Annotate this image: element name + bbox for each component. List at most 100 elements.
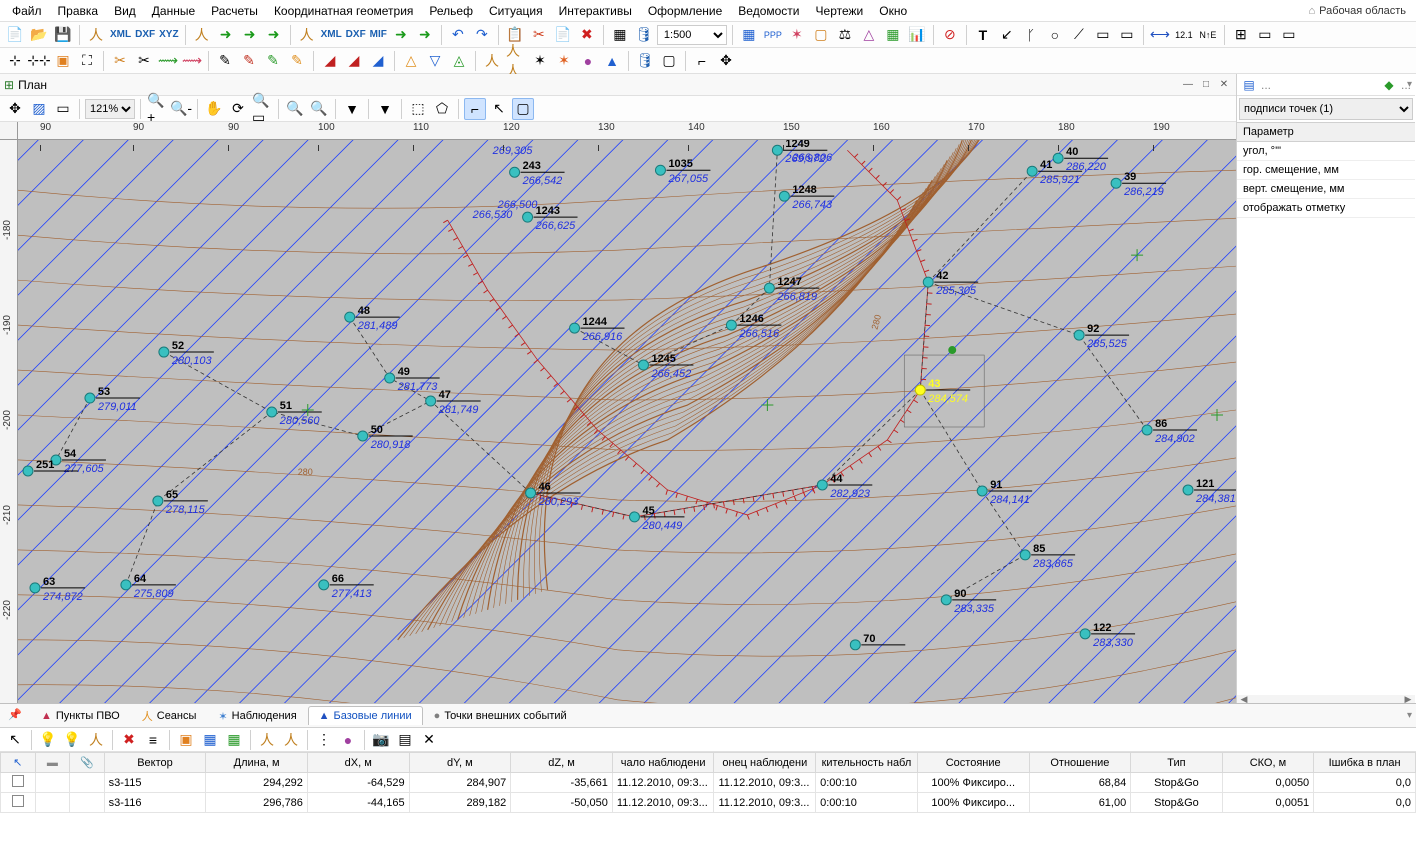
bt-bulb1-icon[interactable]: 💡	[37, 729, 59, 751]
export-mif-btn[interactable]: MIF	[369, 29, 388, 40]
sel-rect-icon[interactable]: ⬚	[407, 98, 429, 120]
import-dxf-btn[interactable]: DXF	[134, 29, 156, 40]
net-icon[interactable]: ✶	[786, 24, 808, 46]
bt-dots-icon[interactable]: ⋮	[313, 729, 335, 751]
menu-window[interactable]: Окно	[871, 2, 915, 20]
grid-col-header[interactable]: Состояние	[917, 753, 1029, 773]
grid-col-header[interactable]: Тип	[1131, 753, 1222, 773]
dim3-icon[interactable]: N↑E	[1197, 24, 1219, 46]
surf3-icon[interactable]: ◬	[448, 50, 470, 72]
redo-icon[interactable]: ↷	[471, 24, 493, 46]
grid-col-header[interactable]: ↖	[1, 753, 36, 773]
menu-data[interactable]: Данные	[144, 2, 203, 20]
fill1-icon[interactable]: ◢	[319, 50, 341, 72]
pt-expand-icon[interactable]: ⛶	[76, 50, 98, 72]
gps6-icon[interactable]: ▲	[601, 50, 623, 72]
pt-block-icon[interactable]: ▣	[52, 50, 74, 72]
square-icon[interactable]: ▢	[810, 24, 832, 46]
grid-col-header[interactable]: 📎	[70, 753, 105, 773]
arrow-right3-icon[interactable]: ➜	[263, 24, 285, 46]
open-icon[interactable]: 📂	[28, 24, 50, 46]
snap-end-icon[interactable]: ↖	[488, 98, 510, 120]
bt-tools-icon[interactable]: ✕	[418, 729, 440, 751]
grid-col-header[interactable]: СКО, м	[1222, 753, 1313, 773]
gps2-icon[interactable]: 人人	[505, 50, 527, 72]
ppp-icon[interactable]: PPP	[762, 24, 784, 46]
snap-corner-icon[interactable]: ⌐	[691, 50, 713, 72]
table-row[interactable]: s3-116 296,786 -44,165 289,182 -50,050 1…	[1, 793, 1416, 813]
grid-col-header[interactable]: ▬	[35, 753, 70, 773]
import-xyz-btn[interactable]: XYZ	[158, 29, 179, 40]
gps3-icon[interactable]: ✶	[529, 50, 551, 72]
chart-icon[interactable]: 📊	[906, 24, 928, 46]
zoom-combo[interactable]: 121%	[85, 99, 135, 119]
zoom-all-icon[interactable]: 🔍	[308, 98, 330, 120]
edit4-icon[interactable]: ✎	[286, 50, 308, 72]
undo-icon[interactable]: ↶	[447, 24, 469, 46]
tab-events[interactable]: ●Точки внешних событий	[423, 706, 578, 725]
props-object-combo[interactable]: подписи точек (1)	[1239, 98, 1413, 120]
bt-del-icon[interactable]: ✖	[118, 729, 140, 751]
grid-col-header[interactable]: dY, м	[409, 753, 511, 773]
precision-icon[interactable]: ⊘	[939, 24, 961, 46]
menu-relief[interactable]: Рельеф	[421, 2, 481, 20]
new-icon[interactable]: 📄	[4, 24, 26, 46]
move-icon[interactable]: ✥	[715, 50, 737, 72]
menu-calc[interactable]: Расчеты	[203, 2, 266, 20]
edit3-icon[interactable]: ✎	[262, 50, 284, 72]
win2-icon[interactable]: ▭	[1254, 24, 1276, 46]
balance-icon[interactable]: ⚖	[834, 24, 856, 46]
bt-grid2-icon[interactable]: ▦	[223, 729, 245, 751]
bt-man1-icon[interactable]: 人	[256, 729, 278, 751]
props-menu-icon[interactable]: ▾	[1407, 79, 1412, 90]
pt-group-icon[interactable]: ⊹⊹	[28, 50, 50, 72]
export-arrow2-icon[interactable]: ➜	[414, 24, 436, 46]
zoom-fit-icon[interactable]: 🔍	[284, 98, 306, 120]
surf2-icon[interactable]: ▽	[424, 50, 446, 72]
grid-wrap[interactable]: ↖▬📎ВекторДлина, мdX, мdY, мdZ, мчало наб…	[0, 752, 1416, 844]
delete-icon[interactable]: ✖	[576, 24, 598, 46]
snap2-icon[interactable]: ✂	[133, 50, 155, 72]
grid-col-header[interactable]: кительность набл	[816, 753, 918, 773]
prop-row[interactable]: угол, °'"	[1237, 142, 1415, 161]
pin-icon[interactable]: 📌	[8, 708, 22, 721]
circle-icon[interactable]: ○	[1044, 24, 1066, 46]
dim2-icon[interactable]: 12.1	[1173, 24, 1195, 46]
zoom-rect-icon[interactable]: 🔍▭	[251, 98, 273, 120]
menu-situation[interactable]: Ситуация	[481, 2, 551, 20]
grid-icon[interactable]: ▦	[738, 24, 760, 46]
cut-icon[interactable]: ✂	[528, 24, 550, 46]
snap-ortho-icon[interactable]: ▢	[512, 98, 534, 120]
props-tab1-more[interactable]: ...	[1261, 78, 1271, 92]
polyline-icon[interactable]: ⟋	[1068, 24, 1090, 46]
bt-bulb2-icon[interactable]: 💡	[61, 729, 83, 751]
props-tab1-icon[interactable]: ▤	[1241, 77, 1257, 93]
workspace-label[interactable]: ⌂Рабочая область	[1308, 5, 1412, 17]
filter2-icon[interactable]: ▼	[374, 98, 396, 120]
surf1-icon[interactable]: △	[400, 50, 422, 72]
plan-viewport[interactable]: 909090100110120130140150160170180190200 …	[0, 122, 1236, 703]
import-xml-btn[interactable]: XML	[109, 29, 132, 40]
bt-man-icon[interactable]: 人	[85, 729, 107, 751]
prop-row[interactable]: гор. смещение, мм	[1237, 161, 1415, 180]
fill-tool-icon[interactable]: ▨	[28, 98, 50, 120]
props-tab2-icon[interactable]: ◆	[1381, 77, 1397, 93]
tab-pvo[interactable]: ▲Пункты ПВО	[30, 706, 131, 725]
export-dxf-btn[interactable]: DXF	[345, 29, 367, 40]
row-checkbox[interactable]	[1, 793, 36, 813]
row-checkbox[interactable]	[1, 773, 36, 793]
grid-col-header[interactable]: Ішибка в план	[1314, 753, 1416, 773]
grid-col-header[interactable]: Отношение	[1029, 753, 1131, 773]
db-icon[interactable]: 🛢	[633, 24, 655, 46]
grid-col-header[interactable]: dX, м	[307, 753, 409, 773]
plan-minimize-icon[interactable]: —	[1180, 78, 1196, 92]
prop-row[interactable]: отображать отметку	[1237, 199, 1415, 218]
center-icon[interactable]: ✥	[4, 98, 26, 120]
arrow-right-icon[interactable]: ➜	[215, 24, 237, 46]
grid-col-header[interactable]: dZ, м	[511, 753, 613, 773]
box-icon[interactable]: ▢	[658, 50, 680, 72]
dim-icon[interactable]: ⟷	[1149, 24, 1171, 46]
menu-edit[interactable]: Правка	[50, 2, 107, 20]
fill2-icon[interactable]: ◢	[343, 50, 365, 72]
gps5-icon[interactable]: ●	[577, 50, 599, 72]
